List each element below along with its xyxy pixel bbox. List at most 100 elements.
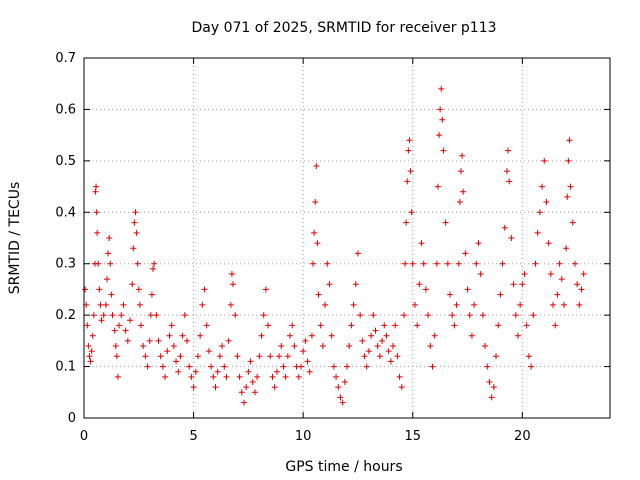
data-point <box>571 260 578 267</box>
data-point <box>295 373 302 380</box>
data-point <box>93 209 100 216</box>
data-point <box>162 373 169 380</box>
data-point <box>392 322 399 329</box>
data-point <box>267 353 274 360</box>
data-point <box>425 312 432 319</box>
x-axis-label: GPS time / hours <box>285 459 402 475</box>
data-point <box>214 368 221 375</box>
data-point <box>337 394 344 401</box>
data-point <box>319 343 326 349</box>
data-point <box>447 291 454 298</box>
data-point <box>407 168 414 175</box>
data-point <box>236 373 243 380</box>
data-point <box>265 322 272 329</box>
data-point <box>184 337 191 344</box>
data-point <box>106 235 113 241</box>
data-point <box>276 353 283 360</box>
data-point <box>564 193 571 200</box>
data-point <box>177 353 184 360</box>
data-point <box>240 399 247 406</box>
y-tick-label: 0.2 <box>55 308 76 323</box>
data-point <box>379 337 386 344</box>
data-point <box>363 363 370 370</box>
data-point <box>188 373 195 380</box>
data-point <box>269 373 276 380</box>
data-point <box>82 286 89 293</box>
data-point <box>251 389 258 396</box>
data-point <box>124 337 131 344</box>
data-point <box>416 281 423 288</box>
data-point <box>352 281 359 288</box>
data-point <box>311 229 318 236</box>
data-point <box>201 286 208 293</box>
data-point <box>120 301 127 308</box>
data-point <box>330 363 337 370</box>
data-point <box>556 260 563 267</box>
data-point <box>107 260 114 267</box>
data-point <box>260 312 267 319</box>
data-point <box>346 343 353 349</box>
data-point <box>104 276 111 283</box>
data-point <box>372 327 379 334</box>
data-point <box>291 343 298 349</box>
data-point <box>563 245 570 252</box>
data-point <box>403 219 410 226</box>
data-point <box>490 384 497 391</box>
data-point <box>297 363 304 370</box>
data-point <box>471 301 478 308</box>
data-point <box>473 260 480 267</box>
data-point <box>442 219 449 226</box>
data-point <box>558 276 565 283</box>
data-point <box>385 348 392 355</box>
data-point <box>86 353 93 360</box>
data-point <box>151 260 158 267</box>
data-point <box>94 229 101 236</box>
data-point <box>93 183 100 190</box>
data-point <box>113 353 120 360</box>
data-point <box>528 363 535 370</box>
data-point <box>409 260 416 267</box>
data-point <box>95 260 102 267</box>
data-point <box>289 322 296 329</box>
data-point <box>525 353 532 360</box>
chart-title: Day 071 of 2025, SRMTID for receiver p11… <box>191 20 496 36</box>
data-point <box>85 343 92 349</box>
data-point <box>132 209 139 216</box>
data-point <box>179 332 186 339</box>
data-point <box>328 332 335 339</box>
data-point <box>539 183 546 190</box>
data-point <box>164 348 171 355</box>
data-point <box>569 219 576 226</box>
data-point <box>127 317 134 324</box>
data-point <box>503 168 510 175</box>
data-point <box>97 301 104 308</box>
data-point <box>523 322 530 329</box>
data-point <box>280 363 287 370</box>
data-point <box>88 348 95 355</box>
ticks-layer: 0 0.1 0.2 0.3 0.4 0.5 0.6 0.7 0 5 10 15 20 <box>55 51 610 444</box>
data-point <box>580 271 587 277</box>
data-point <box>431 332 438 339</box>
data-point <box>482 343 489 349</box>
data-point <box>517 301 524 308</box>
data-point <box>578 286 585 293</box>
data-point <box>168 322 175 329</box>
data-point <box>315 291 322 298</box>
data-point <box>324 260 331 267</box>
data-point <box>186 363 193 370</box>
data-point <box>87 358 94 365</box>
data-point <box>350 301 357 308</box>
data-point <box>271 384 278 391</box>
data-point <box>402 260 409 267</box>
data-point <box>387 358 394 365</box>
data-point <box>534 229 541 236</box>
data-point <box>455 260 462 267</box>
data-point <box>453 301 460 308</box>
y-tick-label: 0.5 <box>55 154 76 169</box>
data-point <box>312 199 319 205</box>
data-point <box>216 353 223 360</box>
data-point <box>100 312 107 319</box>
data-point <box>150 265 157 272</box>
data-point <box>420 260 427 267</box>
